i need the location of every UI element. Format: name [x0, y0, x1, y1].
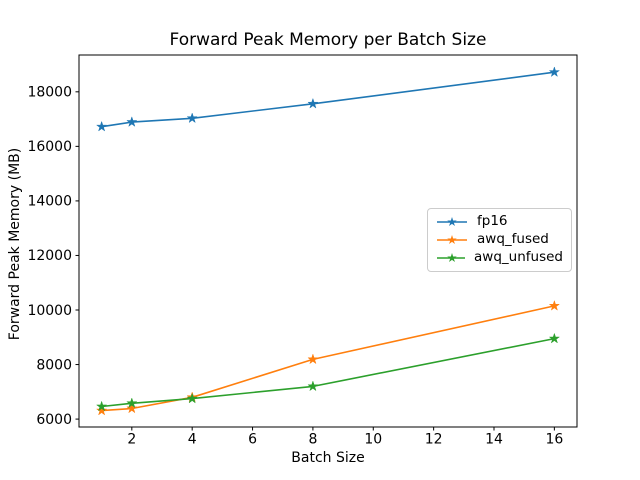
y-tick-label: 12000 — [27, 248, 72, 264]
series-marker-awq_unfused — [95, 400, 108, 412]
legend-item-awq_unfused: awq_unfused — [436, 251, 563, 265]
series-marker-awq_unfused — [186, 392, 198, 404]
series-line-awq_unfused — [101, 337, 555, 408]
series-marker-awq_unfused — [548, 332, 561, 344]
series-marker-fp16 — [307, 97, 319, 109]
series-marker-awq_unfused — [126, 397, 138, 409]
y-tick-label: 18000 — [27, 85, 72, 101]
x-tick-label: 14 — [485, 432, 503, 448]
y-tick-label: 6000 — [36, 412, 72, 428]
y-tick-label: 8000 — [36, 357, 72, 373]
x-tick-label: 8 — [308, 432, 317, 448]
x-tick-label: 12 — [425, 432, 443, 448]
series-marker-awq_fused — [307, 353, 319, 365]
legend-sample-fp16 — [437, 217, 467, 227]
y-tick-label: 10000 — [27, 303, 72, 319]
x-axis-label: Batch Size — [291, 450, 365, 466]
x-tick-label: 10 — [364, 432, 382, 448]
y-axis-label: Forward Peak Memory (MB) — [7, 147, 23, 341]
x-tick-label: 6 — [248, 432, 257, 448]
series-marker-awq_unfused — [307, 380, 319, 392]
series-marker-awq_fused — [95, 404, 108, 416]
legend: fp16 awq_fused awq_unfused — [427, 208, 572, 272]
series-marker-awq_fused — [548, 299, 561, 311]
legend-sample-awq_unfused — [437, 253, 466, 263]
legend-sample-awq_fused — [437, 235, 467, 245]
chart-title: Forward Peak Memory per Batch Size — [169, 30, 487, 50]
series-marker-fp16 — [126, 116, 138, 127]
x-tick-label: 16 — [545, 432, 563, 448]
axes-spines — [78, 54, 578, 428]
legend-label-fp16: fp16 — [477, 213, 508, 230]
series-marker-fp16 — [548, 66, 561, 78]
x-tick-label: 2 — [127, 432, 136, 448]
legend-item-fp16: fp16 — [436, 215, 563, 229]
series-marker-fp16 — [186, 112, 198, 124]
y-tick-label: 14000 — [27, 194, 72, 210]
legend-item-awq_fused: awq_fused — [436, 233, 563, 247]
series-line-awq_fused — [101, 305, 555, 412]
y-tick-label: 16000 — [27, 139, 72, 155]
series-marker-fp16 — [95, 120, 108, 132]
x-tick-label: 4 — [188, 432, 197, 448]
series-marker-awq_fused — [126, 402, 138, 414]
legend-label-awq_unfused: awq_unfused — [474, 249, 563, 266]
legend-label-awq_fused: awq_fused — [477, 231, 549, 248]
series-line-fp16 — [101, 71, 555, 128]
